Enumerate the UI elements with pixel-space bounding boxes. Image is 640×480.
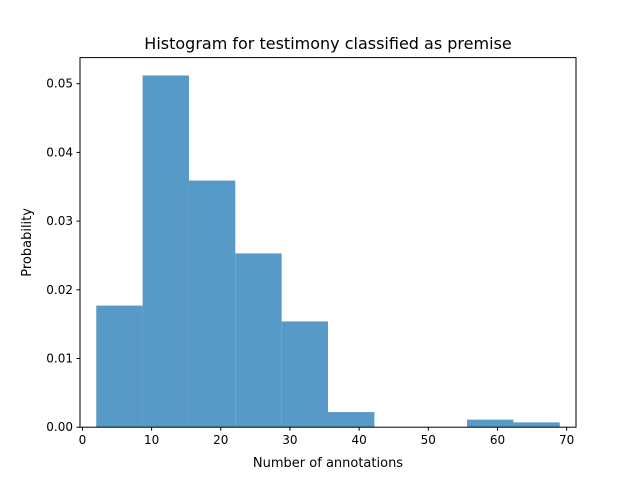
histogram-bar <box>513 422 560 428</box>
x-tick-label: 20 <box>213 433 228 447</box>
x-axis-ticks: 0 10 20 30 40 50 60 70 <box>79 427 574 447</box>
x-tick-label: 10 <box>144 433 159 447</box>
histogram-bar <box>328 412 375 428</box>
histogram-bar <box>96 305 143 428</box>
y-tick-label: 0.05 <box>46 77 73 91</box>
y-tick-label: 0.03 <box>46 214 73 228</box>
x-tick-label: 60 <box>490 433 505 447</box>
y-axis-label: Probability <box>20 208 35 277</box>
x-tick-label: 0 <box>79 433 87 447</box>
plot-frame <box>79 57 577 428</box>
y-tick-label: 0.00 <box>46 420 73 434</box>
y-tick-label: 0.01 <box>46 352 73 366</box>
x-tick-label: 30 <box>282 433 297 447</box>
y-tick-label: 0.02 <box>46 283 73 297</box>
histogram-bar <box>467 419 514 428</box>
y-tick-label: 0.04 <box>46 145 73 159</box>
y-axis-ticks: 0.00 0.01 0.02 0.03 0.04 0.05 <box>46 77 80 434</box>
x-axis-label: Number of annotations <box>253 456 403 471</box>
histogram-bar <box>188 180 236 428</box>
x-tick-label: 40 <box>351 433 366 447</box>
chart-title: Histogram for testimony classified as pr… <box>144 34 511 53</box>
histogram-bar <box>281 321 328 428</box>
bars-group <box>96 75 560 428</box>
histogram-bar <box>235 253 282 428</box>
histogram-bar <box>142 75 189 428</box>
x-tick-label: 70 <box>559 433 574 447</box>
x-tick-label: 50 <box>421 433 436 447</box>
